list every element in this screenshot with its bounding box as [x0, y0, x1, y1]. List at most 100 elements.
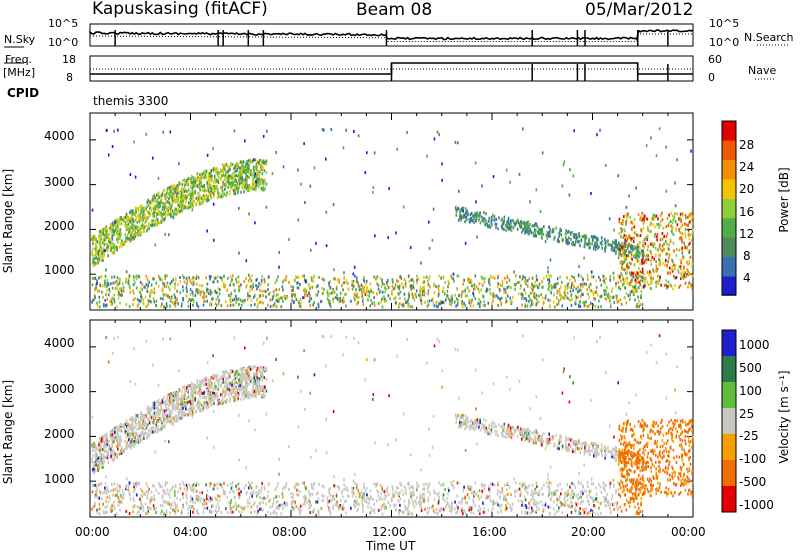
velocity-echo-2003 [599, 485, 602, 489]
power-echo-2085 [554, 305, 556, 309]
power-echo-1673 [212, 280, 214, 284]
velocity-echo-443 [195, 403, 197, 407]
power-echo-497 [225, 173, 228, 177]
velocity-echo-1198 [153, 403, 156, 407]
velocity-cbar-swatch-6 [722, 486, 736, 513]
velocity-echo-1584 [575, 501, 577, 505]
power-echo-1169 [156, 223, 159, 227]
power-echo-1640 [570, 286, 573, 289]
power-echo-1439 [332, 297, 335, 301]
velocity-echo-15 [144, 428, 146, 432]
velocity-echo-1706 [448, 509, 451, 513]
power-echo-835 [147, 198, 150, 202]
power-echo-152 [233, 180, 235, 184]
velocity-echo-1083 [166, 398, 168, 402]
power-echo-2043 [277, 300, 280, 304]
power-echo-115 [133, 228, 135, 232]
power-echo-2179 [479, 300, 482, 304]
power-echo-1375 [100, 248, 102, 252]
power-echo-1851 [564, 296, 567, 300]
power-echo-1721 [470, 284, 473, 288]
power-echo-1149 [208, 177, 211, 181]
velocity-echo-1890 [261, 482, 263, 485]
power-echo-2019 [352, 283, 354, 287]
velocity-echo-313 [178, 412, 181, 416]
power-echo-2208 [163, 305, 165, 309]
power-echo-1438 [545, 294, 547, 298]
power-echo-705 [183, 195, 186, 199]
velocity-echo-288 [214, 394, 217, 398]
power-echo-2404 [166, 274, 168, 278]
velocity-echo-2240 [233, 490, 235, 494]
velocity-echo-1546 [541, 503, 544, 507]
velocity-echo-1828 [453, 507, 456, 511]
velocity-echo-1192 [113, 440, 116, 444]
velocity-echo-2399 [401, 489, 403, 493]
power-echo-1267 [265, 182, 268, 186]
velocity-echo-1752 [535, 481, 538, 485]
velocity-echo-701 [128, 438, 130, 442]
velocity-echo-860 [191, 406, 193, 409]
power-echo-2277 [121, 282, 124, 286]
power-echo-1992 [367, 298, 369, 302]
power-echo-2150 [297, 286, 300, 290]
velocity-echo-2237 [560, 501, 562, 505]
power-echo-2242 [268, 292, 270, 296]
velocity-echo-1580 [148, 487, 150, 491]
power-echo-250 [253, 171, 255, 175]
velocity-echo-2009 [369, 511, 372, 515]
velocity-echo-1756 [582, 492, 584, 496]
velocity-echo-1285 [108, 444, 110, 448]
power-echo-1321 [240, 162, 243, 166]
power-echo-1095 [142, 229, 145, 233]
velocity-echo-294 [239, 373, 242, 377]
power-echo-345 [169, 202, 172, 206]
power-echo-2325 [613, 300, 616, 304]
velocity-echo-654 [160, 404, 163, 408]
velocity-echo-551 [173, 396, 176, 400]
power-echo-984 [191, 205, 194, 209]
power-echo-298 [192, 185, 194, 189]
power-echo-1541 [332, 300, 334, 303]
velocity-echo-2261 [358, 503, 360, 507]
power-echo-2215 [103, 284, 106, 288]
power-echo-1954 [308, 291, 310, 295]
power-echo-637 [97, 257, 100, 261]
power-echo-1504 [525, 282, 527, 286]
power-echo-2167 [446, 294, 449, 297]
velocity-echo-709 [100, 461, 103, 465]
power-echo-2016 [433, 304, 436, 308]
power-echo-2190 [586, 305, 589, 309]
velocity-echo-1060 [220, 393, 222, 397]
power-echo-1236 [91, 238, 93, 242]
power-echo-2070 [435, 285, 437, 288]
velocity-echo-2167 [446, 501, 449, 504]
velocity-echo-1734 [510, 493, 512, 497]
velocity-echo-1533 [397, 487, 399, 490]
power-echo-2364 [509, 296, 512, 300]
power-echo-1842 [595, 285, 598, 289]
power-echo-992 [223, 177, 226, 181]
power-echo-675 [97, 249, 100, 253]
power-echo-15 [144, 221, 146, 225]
power-echo-1059 [249, 161, 252, 164]
velocity-echo-2166 [226, 511, 229, 515]
power-echo-1251 [112, 222, 115, 226]
velocity-echo-1225 [163, 409, 166, 413]
velocity-echo-2338 [411, 485, 414, 489]
power-echo-1616 [492, 292, 495, 296]
power-echo-401 [196, 174, 198, 178]
power-echo-1925 [640, 294, 642, 298]
power-echo-1112 [247, 159, 250, 163]
power-echo-1381 [111, 231, 113, 235]
velocity-echo-1313 [256, 382, 258, 386]
velocity-echo-259 [93, 467, 96, 471]
power-echo-2050 [515, 282, 517, 286]
velocity-echo-2328 [357, 507, 360, 511]
power-echo-1263 [253, 183, 256, 187]
power-echo-2254 [588, 296, 590, 300]
velocity-echo-345 [169, 409, 172, 413]
power-echo-344 [207, 189, 210, 193]
power-echo-1558 [239, 298, 242, 302]
velocity-echo-1891 [373, 508, 376, 511]
